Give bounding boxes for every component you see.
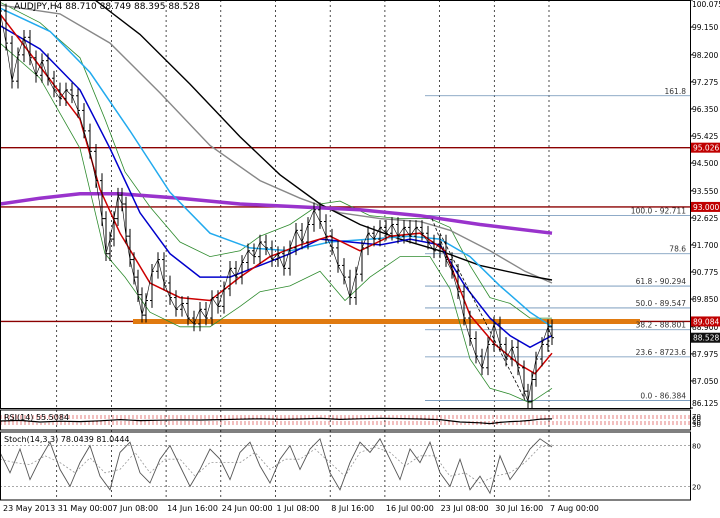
- y-tick-label: 97.275: [692, 78, 718, 87]
- y-tick-label: 96.350: [692, 105, 718, 114]
- stochastic-title: Stoch(14,3,3) 78.0439 81.0444: [4, 435, 130, 444]
- symbol-header: AUDJPY,H4 88.710 88.749 88.395 88.528: [14, 2, 200, 12]
- stochastic-tick-label: 20: [692, 483, 701, 491]
- current-price-label: 88.528: [693, 334, 719, 343]
- y-tick-label: 92.625: [692, 214, 718, 223]
- ma-cyan: [0, 8, 552, 327]
- rsi-line: [0, 418, 552, 423]
- level-price-label: 95.026: [693, 144, 719, 153]
- x-tick-label: 30 Jul 16:00: [495, 504, 543, 513]
- ma-purple: [0, 194, 552, 233]
- y-tick-label: 98.200: [692, 51, 718, 60]
- rsi-title: RSI(14) 55.5084: [4, 413, 69, 422]
- y-tick-label: 100.075: [692, 0, 720, 9]
- stochastic-signal-line: [0, 445, 552, 483]
- x-tick-label: 16 Jul 00:00: [386, 504, 434, 513]
- x-tick-label: 23 May 2013: [3, 504, 55, 513]
- fib-level-label: 23.6 - 8723.6: [636, 348, 687, 357]
- y-tick-label: 95.425: [692, 132, 718, 141]
- fib-level-label: 38.2 - 88.801: [636, 321, 687, 330]
- x-tick-label: 7 Aug 00:00: [550, 504, 599, 513]
- x-tick-label: 23 Jul 08:00: [441, 504, 489, 513]
- y-tick-label: 89.850: [692, 295, 718, 304]
- main-frame: [1, 1, 691, 409]
- y-tick-label: 87.050: [692, 377, 718, 386]
- y-tick-label: 94.500: [692, 159, 718, 168]
- x-tick-label: 1 Jul 08:00: [277, 504, 320, 513]
- ma-gray: [0, 5, 552, 283]
- fib-level-label: 78.6: [669, 245, 686, 254]
- fib-level-label: 100.0 - 92.711: [631, 206, 686, 215]
- y-tick-label: 86.125: [692, 399, 718, 408]
- x-tick-label: 31 May 00:00: [58, 504, 113, 513]
- fib-level-label: 0.0 - 86.384: [640, 391, 686, 400]
- x-tick-label: 24 Jun 00:00: [222, 504, 273, 513]
- x-tick-label: 14 Jun 16:00: [167, 504, 218, 513]
- y-tick-label: 93.550: [692, 187, 718, 196]
- stochastic-main-line: [0, 439, 552, 493]
- fib-level-label: 61.8 - 90.294: [636, 277, 687, 286]
- y-tick-label: 87.975: [692, 350, 718, 359]
- stochastic-tick-label: 80: [692, 443, 701, 451]
- fib-level-label: 50.0 - 89.547: [636, 299, 687, 308]
- y-tick-label: 90.775: [692, 268, 718, 277]
- ma-blue: [0, 26, 552, 348]
- rsi-plot: [0, 416, 690, 424]
- y-tick-label: 99.150: [692, 23, 718, 32]
- level-price-label: 89.084: [693, 317, 719, 326]
- stochastic-plot: [0, 439, 690, 493]
- rsi-tick-label: 30: [692, 421, 701, 429]
- level-price-label: 93.000: [693, 203, 719, 212]
- main-plot: 161.8 100.0 - 92.711 78.6 61.8 - 90.294 50.0…: [0, 0, 690, 409]
- x-tick-label: 8 Jul 16:00: [331, 504, 374, 513]
- fib-level-label: 161.8: [665, 87, 687, 96]
- y-tick-label: 91.700: [692, 241, 718, 250]
- x-tick-label: 7 Jun 08:00: [112, 504, 158, 513]
